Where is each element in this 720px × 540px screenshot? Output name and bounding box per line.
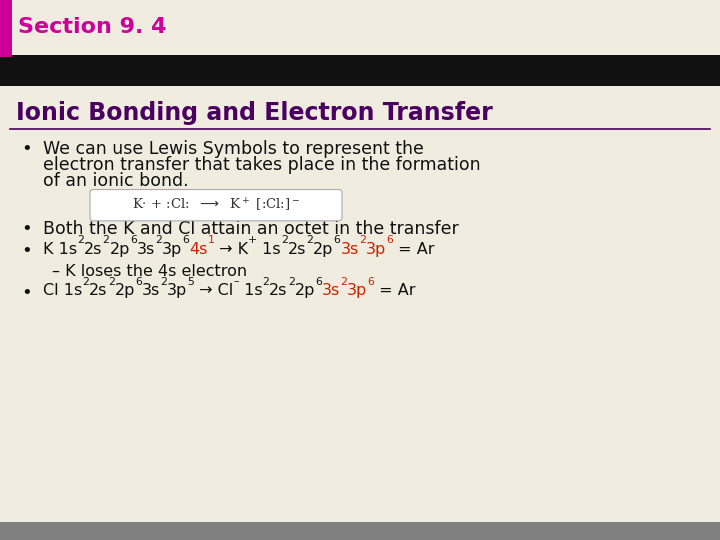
Text: 2p: 2p [109, 242, 130, 257]
Text: 2: 2 [155, 235, 162, 245]
Text: K$\cdot$ + :Cl:  $\longrightarrow$  K$^+$ [:Cl:]$^-$: K$\cdot$ + :Cl: $\longrightarrow$ K$^+$ … [132, 197, 300, 214]
Text: → K: → K [214, 242, 248, 257]
FancyBboxPatch shape [90, 190, 342, 221]
Text: 2: 2 [306, 235, 313, 245]
Text: 2: 2 [77, 235, 84, 245]
Text: –: – [233, 276, 239, 287]
Text: 3p: 3p [162, 242, 182, 257]
Text: Section 9. 4: Section 9. 4 [18, 17, 166, 37]
Text: 6: 6 [386, 235, 392, 245]
Text: 2s: 2s [288, 242, 306, 257]
Text: 3p: 3p [347, 284, 367, 299]
Text: of an ionic bond.: of an ionic bond. [43, 172, 189, 190]
Text: 6: 6 [135, 276, 142, 287]
Text: = Ar: = Ar [374, 284, 415, 299]
Text: 2: 2 [281, 235, 288, 245]
Text: 3s: 3s [137, 242, 155, 257]
Text: 2p: 2p [114, 284, 135, 299]
Text: = Ar: = Ar [392, 242, 434, 257]
Text: K 1s: K 1s [43, 242, 77, 257]
Text: 2s: 2s [89, 284, 108, 299]
Text: 1s: 1s [239, 284, 263, 299]
Text: 2: 2 [340, 276, 347, 287]
Text: •: • [22, 139, 32, 158]
Text: Ionic Bonding and Electron Transfer: Ionic Bonding and Electron Transfer [16, 102, 492, 125]
Text: 6: 6 [333, 235, 341, 245]
Text: 6: 6 [367, 276, 374, 287]
Text: 3p: 3p [366, 242, 386, 257]
Text: +: + [248, 235, 258, 245]
Text: 2: 2 [83, 276, 89, 287]
Text: 6: 6 [315, 276, 322, 287]
Text: 2p: 2p [294, 284, 315, 299]
Text: 2s: 2s [84, 242, 102, 257]
Text: 2s: 2s [269, 284, 288, 299]
Bar [0, 55, 720, 86]
Text: 2: 2 [108, 276, 114, 287]
Text: 2: 2 [102, 235, 109, 245]
Text: → Cl: → Cl [194, 284, 233, 299]
Text: 2: 2 [359, 235, 366, 245]
Text: 1s: 1s [258, 242, 281, 257]
Bar [0, 0, 12, 57]
Text: 1: 1 [207, 235, 214, 245]
Text: Cl 1s: Cl 1s [43, 284, 83, 299]
Text: Ionic Bonding: Lewis Structures and Lattice Energies: Ionic Bonding: Lewis Structures and Latt… [10, 61, 570, 80]
Text: Both the K and Cl attain an octet in the transfer: Both the K and Cl attain an octet in the… [43, 220, 459, 239]
Text: 2: 2 [160, 276, 167, 287]
Bar [0, 522, 720, 540]
Text: 5: 5 [187, 276, 194, 287]
Text: 2p: 2p [313, 242, 333, 257]
Text: 2: 2 [288, 276, 294, 287]
Text: 9: 9 [696, 524, 704, 538]
Text: 3s: 3s [341, 242, 359, 257]
Text: 6: 6 [182, 235, 189, 245]
Text: 3s: 3s [322, 284, 340, 299]
Text: •: • [22, 242, 32, 260]
Text: 4s: 4s [189, 242, 207, 257]
Text: 2: 2 [263, 276, 269, 287]
Text: – K loses the 4s electron: – K loses the 4s electron [52, 264, 247, 279]
Text: electron transfer that takes place in the formation: electron transfer that takes place in th… [43, 156, 481, 174]
Text: •: • [22, 284, 32, 302]
Text: 3p: 3p [167, 284, 187, 299]
Text: 6: 6 [130, 235, 137, 245]
Text: We can use Lewis Symbols to represent the: We can use Lewis Symbols to represent th… [43, 139, 424, 158]
Text: 3s: 3s [142, 284, 160, 299]
Text: •: • [22, 220, 32, 239]
